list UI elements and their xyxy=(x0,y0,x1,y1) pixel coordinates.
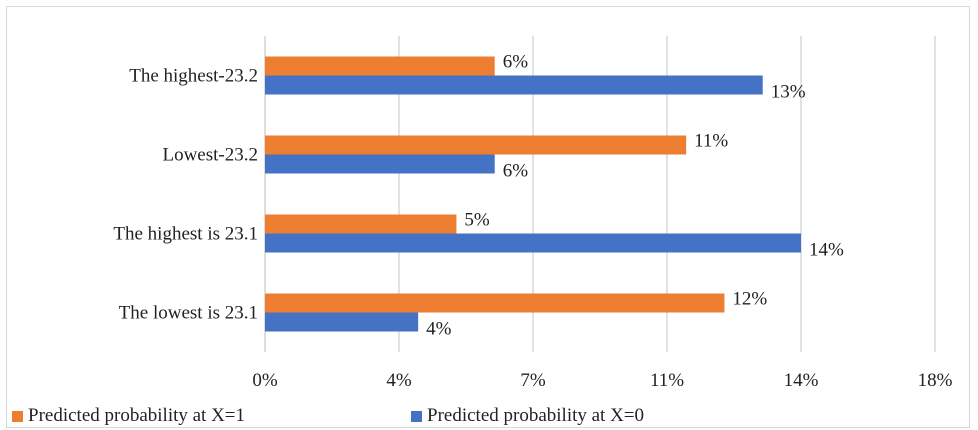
bar-x0 xyxy=(265,233,801,253)
data-label: 6% xyxy=(503,52,529,73)
bar-x1 xyxy=(265,135,687,155)
category-label: The lowest is 23.1 xyxy=(119,303,258,324)
bars xyxy=(265,56,801,332)
category-label: Lowest-23.2 xyxy=(162,145,258,166)
data-label: 6% xyxy=(503,161,529,182)
category-label: The highest is 23.1 xyxy=(113,224,258,245)
x-tick-label: 7% xyxy=(520,370,546,391)
legend-label: Predicted probability at X=0 xyxy=(427,405,644,426)
data-labels: 6% 13% 11% 6% 5% 14% 12% 4% xyxy=(426,52,844,340)
bar-x0 xyxy=(265,75,763,95)
category-label: The highest-23.2 xyxy=(129,66,258,87)
x-tick-labels: 0% 4% 7% 11% 14% 18% xyxy=(252,370,952,391)
legend-swatch xyxy=(411,411,422,422)
x-tick-label: 4% xyxy=(386,370,412,391)
data-label: 12% xyxy=(732,289,767,310)
data-label: 5% xyxy=(464,210,490,231)
x-tick-label: 14% xyxy=(784,370,819,391)
bar-x0 xyxy=(265,154,495,174)
legend-label: Predicted probability at X=1 xyxy=(28,405,245,426)
legend-swatch xyxy=(12,411,23,422)
bar-x1 xyxy=(265,56,495,76)
data-label: 11% xyxy=(694,131,728,152)
bar-x1 xyxy=(265,214,457,234)
data-label: 14% xyxy=(809,240,844,261)
x-tick-label: 18% xyxy=(918,370,953,391)
category-labels: The highest-23.2 Lowest-23.2 The highest i… xyxy=(113,66,258,324)
x-tick-label: 11% xyxy=(650,370,684,391)
legend: Predicted probability at X=1 Predicted pr… xyxy=(12,405,644,426)
bar-x1 xyxy=(265,293,725,313)
x-tick-label: 0% xyxy=(252,370,278,391)
bar-x0 xyxy=(265,312,419,332)
data-label: 4% xyxy=(426,319,452,340)
data-label: 13% xyxy=(771,82,806,103)
